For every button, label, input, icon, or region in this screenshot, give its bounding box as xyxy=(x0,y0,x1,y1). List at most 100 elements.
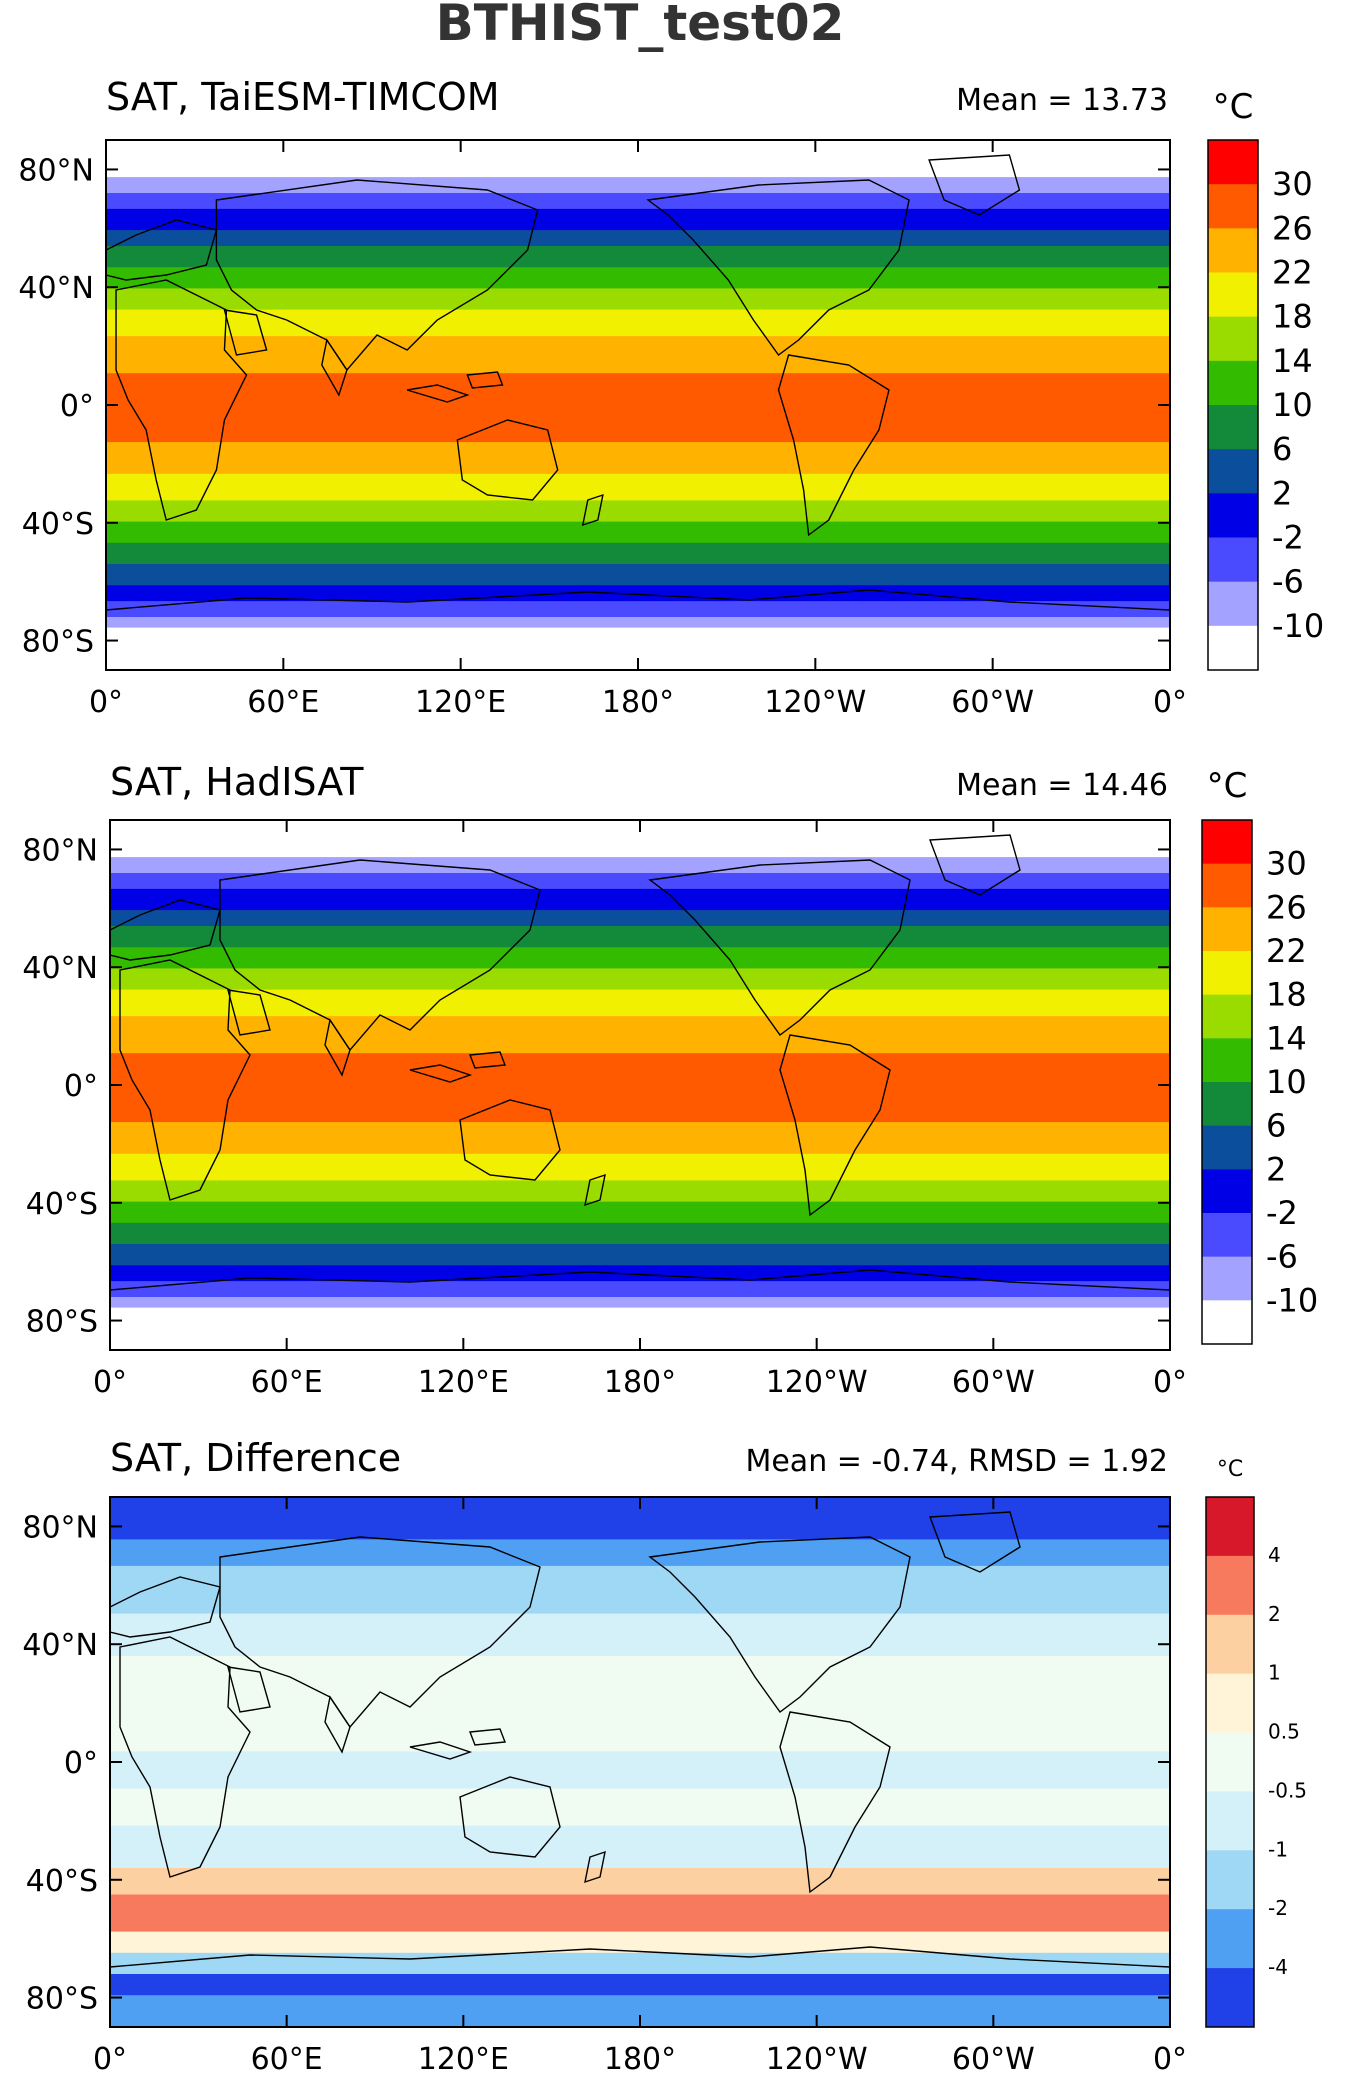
y-tick-label: 40°N xyxy=(18,271,94,306)
y-tick-label: 0° xyxy=(64,1746,98,1781)
x-tick-label: 60°E xyxy=(247,685,319,720)
colorbar-swatch xyxy=(1206,1555,1254,1616)
colorbar-swatch xyxy=(1208,581,1258,627)
y-tick-label: 80°N xyxy=(18,153,94,188)
temperature-field xyxy=(110,820,1170,1350)
y-tick-label: 40°S xyxy=(22,507,94,542)
x-tick-label: 60°W xyxy=(952,2042,1035,2077)
colorbar-swatch xyxy=(1202,1256,1252,1301)
colorbar-label: -10 xyxy=(1272,607,1324,645)
x-tick-label: 120°W xyxy=(764,685,866,720)
colorbar-label: 10 xyxy=(1272,386,1313,424)
x-tick-label: 180° xyxy=(602,685,674,720)
panel-title: SAT, Difference xyxy=(110,1436,401,1480)
colorbar-swatch xyxy=(1208,360,1258,406)
colorbar-label: 18 xyxy=(1272,298,1313,336)
colorbar-label: 2 xyxy=(1266,1150,1286,1188)
y-tick-label: 80°N xyxy=(22,833,98,868)
y-tick-label: 80°S xyxy=(26,1305,98,1340)
colorbar-label: 6 xyxy=(1272,430,1292,468)
colorbar-label: 4 xyxy=(1268,1543,1281,1567)
y-tick-label: 80°S xyxy=(26,1982,98,2017)
colorbar-swatch xyxy=(1206,1614,1254,1675)
colorbar-label: 10 xyxy=(1266,1063,1307,1101)
figure-title: BTHIST_test02 xyxy=(436,0,845,52)
colorbar-label: 22 xyxy=(1266,932,1307,970)
x-tick-label: 60°W xyxy=(952,1365,1035,1400)
colorbar-label: -6 xyxy=(1266,1238,1298,1276)
colorbar-label: 22 xyxy=(1272,254,1313,292)
colorbar-label: 30 xyxy=(1272,165,1313,203)
x-tick-label: 0° xyxy=(89,685,123,720)
x-tick-label: 180° xyxy=(604,1365,676,1400)
x-tick-label: 0° xyxy=(1153,685,1187,720)
colorbar-units: °C xyxy=(1213,87,1254,127)
colorbar: 4 2 1 0.5 -0.5 -1 -2 -4 °C xyxy=(1205,1457,1307,2028)
colorbar-swatch xyxy=(1206,1732,1254,1792)
colorbar-label: -2 xyxy=(1268,1896,1288,1920)
colorbar-label: 2 xyxy=(1268,1602,1281,1626)
colorbar-label: -2 xyxy=(1266,1194,1298,1232)
colorbar-label: 30 xyxy=(1266,845,1307,883)
temperature-field xyxy=(106,140,1170,670)
y-tick-label: 0° xyxy=(64,1069,98,1104)
colorbar-label: -10 xyxy=(1266,1281,1318,1319)
map-panel-2: SAT, HadISAT Mean = 14.46 0° 60°E 120°E 180° 1… xyxy=(22,760,1318,1400)
x-tick-label: 60°E xyxy=(251,1365,323,1400)
colorbar-swatch xyxy=(1202,1082,1252,1127)
x-tick-label: 120°E xyxy=(415,685,506,720)
colorbar-label: 6 xyxy=(1266,1107,1286,1145)
colorbar-label: -1 xyxy=(1268,1837,1288,1861)
colorbar-swatch xyxy=(1202,1213,1252,1258)
colorbar-swatch xyxy=(1208,228,1258,273)
colorbar-units: °C xyxy=(1207,766,1248,806)
y-tick-label: 40°S xyxy=(26,1187,98,1222)
panel-stat: Mean = 14.46 xyxy=(956,768,1168,803)
colorbar-label: -4 xyxy=(1268,1955,1288,1979)
colorbar-swatch xyxy=(1208,405,1258,450)
x-tick-label: 0° xyxy=(93,2042,127,2077)
colorbar-label: 14 xyxy=(1266,1019,1307,1057)
map-panel-3: SAT, Difference Mean = -0.74, RMSD = 1.92… xyxy=(22,1436,1307,2077)
y-tick-label: 0° xyxy=(60,389,94,424)
colorbar-swatch xyxy=(1206,1497,1254,1557)
colorbar-swatch xyxy=(1208,140,1258,185)
panel-stat: Mean = -0.74, RMSD = 1.92 xyxy=(745,1444,1168,1479)
colorbar: 30 26 22 18 14 10 6 2 -2 -6 -10 °C xyxy=(1207,87,1324,671)
colorbar-swatch xyxy=(1208,625,1258,671)
colorbar-swatch xyxy=(1208,184,1258,229)
colorbar-label: 1 xyxy=(1268,1661,1281,1685)
colorbar-swatch xyxy=(1202,863,1252,908)
x-tick-label: 120°E xyxy=(418,1365,509,1400)
colorbar-swatch xyxy=(1202,1125,1252,1170)
colorbar-swatch xyxy=(1202,994,1252,1039)
colorbar-label: 26 xyxy=(1266,888,1307,926)
colorbar-units: °C xyxy=(1217,1457,1243,1482)
x-tick-label: 0° xyxy=(1153,1365,1187,1400)
colorbar-swatch xyxy=(1202,951,1252,996)
colorbar-label: 26 xyxy=(1272,209,1313,247)
colorbar-swatch xyxy=(1208,449,1258,494)
colorbar-swatch xyxy=(1202,1169,1252,1214)
x-tick-label: 60°E xyxy=(251,2042,323,2077)
panel-stat: Mean = 13.73 xyxy=(956,83,1168,118)
x-tick-label: 120°E xyxy=(418,2042,509,2077)
x-tick-label: 120°W xyxy=(766,2042,868,2077)
colorbar-swatch xyxy=(1208,493,1258,538)
colorbar: 30 26 22 18 14 10 6 2 -2 -6 -10 °C xyxy=(1201,766,1318,1345)
x-tick-label: 0° xyxy=(1153,2042,1187,2077)
colorbar-label: 2 xyxy=(1272,474,1292,512)
colorbar-label: 0.5 xyxy=(1268,1720,1300,1744)
x-tick-label: 180° xyxy=(604,2042,676,2077)
colorbar-swatch xyxy=(1206,1968,1254,2028)
y-tick-label: 40°N xyxy=(22,1628,98,1663)
y-tick-label: 40°S xyxy=(26,1864,98,1899)
colorbar-label: -2 xyxy=(1272,519,1304,557)
colorbar-label: -0.5 xyxy=(1268,1778,1307,1802)
colorbar-swatch xyxy=(1208,272,1258,318)
x-tick-label: 120°W xyxy=(766,1365,868,1400)
panel-title: SAT, TaiESM-TIMCOM xyxy=(106,75,500,119)
panel-title: SAT, HadISAT xyxy=(110,760,364,804)
colorbar-swatch xyxy=(1208,316,1258,362)
